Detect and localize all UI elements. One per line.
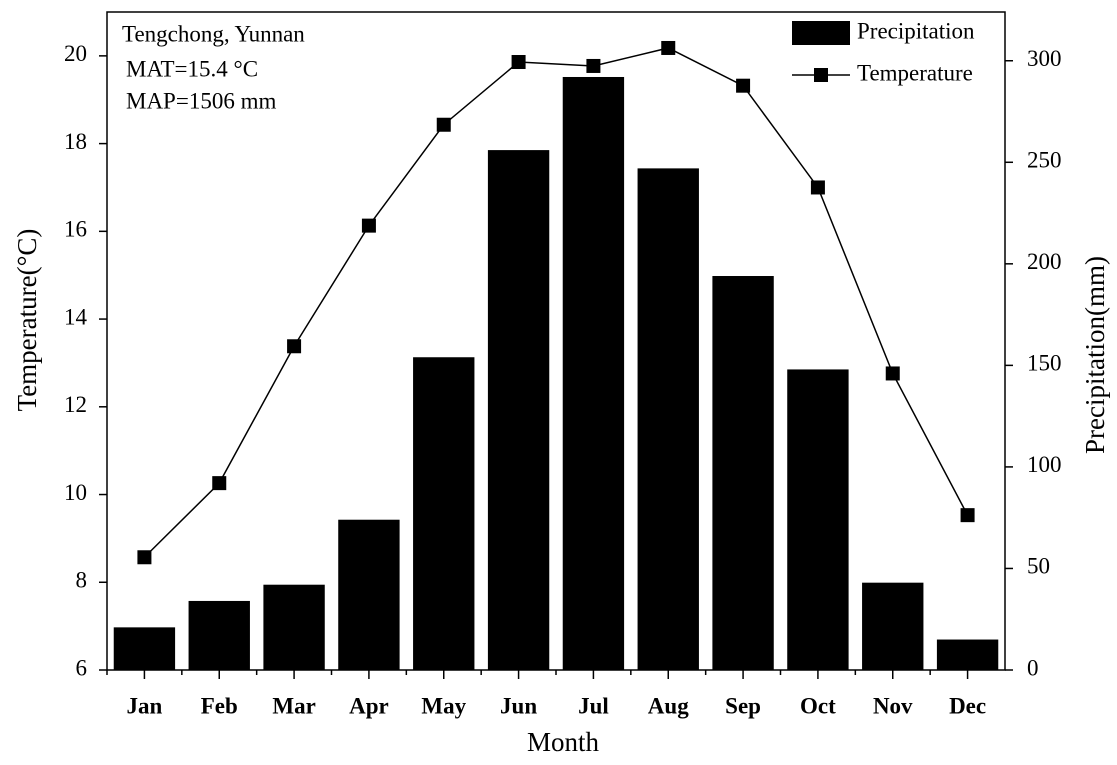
marker	[511, 55, 526, 70]
y-tick-label: 14	[64, 304, 88, 329]
marker	[661, 40, 676, 55]
bar	[413, 357, 475, 670]
legend-swatch	[792, 21, 850, 45]
marker	[885, 366, 900, 381]
x-tick-label: Feb	[201, 693, 238, 718]
marker	[736, 78, 751, 93]
y-tick-label: 20	[64, 41, 87, 66]
marker	[436, 117, 451, 132]
marker	[137, 550, 152, 565]
annotation: MAT=15.4 °C	[126, 56, 258, 81]
x-tick-label: Jul	[578, 693, 609, 718]
y-tick-label: 16	[64, 217, 87, 242]
marker	[960, 508, 975, 523]
bar	[862, 582, 924, 670]
line	[143, 47, 969, 558]
y2-axis-label: Precipitation(mm)	[1080, 256, 1110, 454]
x-tick-label: Mar	[272, 693, 315, 718]
y-tick-label: 6	[76, 655, 88, 680]
y-tick-label: 12	[64, 392, 87, 417]
bar	[188, 600, 250, 670]
x-tick-label: Sep	[725, 693, 761, 718]
plot-frame	[106, 11, 1006, 671]
x-axis-label: Month	[527, 727, 600, 757]
x-tick-label: Apr	[349, 693, 389, 718]
y2-tick-label: 300	[1027, 46, 1062, 71]
x-tick-label: Nov	[873, 693, 913, 718]
x-tick-label: Jun	[500, 693, 537, 718]
bar	[787, 369, 849, 670]
bar	[113, 627, 176, 670]
y2-tick-label: 100	[1027, 452, 1062, 477]
marker	[810, 180, 825, 195]
y2-tick-label: 250	[1027, 148, 1062, 173]
y-tick-label: 10	[64, 480, 87, 505]
y-tick-label: 18	[64, 129, 87, 154]
legend-label: Precipitation	[857, 18, 975, 43]
annotation: Tengchong, Yunnan	[122, 21, 305, 46]
marker	[586, 58, 601, 73]
legend-swatch	[814, 68, 828, 82]
bar	[487, 150, 550, 671]
bar	[936, 639, 999, 670]
annotation: MAP=1506 mm	[126, 88, 276, 113]
y-tick-label: 8	[76, 568, 88, 593]
bar	[712, 276, 774, 670]
x-tick-label: Jan	[127, 693, 163, 718]
bar	[562, 76, 625, 670]
y2-tick-label: 50	[1027, 554, 1050, 579]
bar	[338, 519, 400, 670]
marker	[287, 339, 302, 354]
marker	[212, 476, 227, 491]
bar	[263, 584, 325, 670]
bar	[637, 168, 699, 671]
x-tick-label: Dec	[949, 693, 986, 718]
y2-tick-label: 200	[1027, 249, 1062, 274]
y2-tick-label: 150	[1027, 351, 1062, 376]
x-tick-label: May	[421, 693, 466, 718]
y2-tick-label: 0	[1027, 655, 1039, 680]
x-tick-label: Oct	[800, 693, 836, 718]
marker	[361, 218, 376, 233]
y-axis-label: Temperature(°C)	[12, 229, 42, 412]
x-tick-label: Aug	[648, 693, 689, 718]
legend-label: Temperature	[857, 60, 973, 85]
